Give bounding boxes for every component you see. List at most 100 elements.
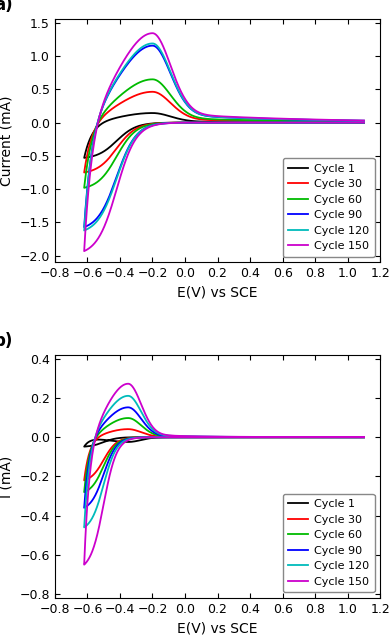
- Cycle 30: [150, 88, 155, 96]
- Line: Cycle 1: Cycle 1: [84, 113, 364, 158]
- Cycle 90: [361, 433, 366, 441]
- Cycle 90: [158, 433, 163, 441]
- Cycle 60: [294, 433, 299, 441]
- Cycle 30: [280, 433, 285, 441]
- Cycle 60: [127, 84, 132, 92]
- Cycle 1: [219, 118, 223, 126]
- Cycle 60: [361, 119, 366, 127]
- Cycle 120: [127, 392, 132, 400]
- Cycle 30: [361, 118, 366, 125]
- Cycle 150: [280, 119, 285, 127]
- Cycle 120: [88, 159, 93, 167]
- Cycle 60: [158, 433, 163, 441]
- Cycle 150: [88, 466, 93, 474]
- Cycle 90: [361, 117, 366, 125]
- Cycle 1: [361, 119, 366, 127]
- Cycle 120: [150, 40, 155, 48]
- Cycle 150: [294, 433, 299, 441]
- Line: Cycle 1: Cycle 1: [84, 437, 364, 447]
- Cycle 30: [219, 433, 223, 441]
- Cycle 90: [127, 58, 132, 66]
- Cycle 120: [280, 119, 285, 127]
- Cycle 120: [361, 433, 366, 441]
- Cycle 60: [361, 118, 366, 125]
- Cycle 90: [294, 433, 299, 441]
- Cycle 120: [88, 456, 93, 464]
- Cycle 90: [361, 433, 366, 441]
- Cycle 60: [127, 414, 132, 422]
- Line: Cycle 120: Cycle 120: [84, 44, 364, 230]
- Y-axis label: I (mA): I (mA): [0, 455, 14, 498]
- Cycle 90: [219, 113, 223, 121]
- Cycle 1: [294, 119, 299, 127]
- X-axis label: E(V) vs SCE: E(V) vs SCE: [177, 621, 258, 635]
- Cycle 90: [158, 120, 163, 127]
- Cycle 60: [280, 433, 285, 441]
- Cycle 90: [82, 223, 87, 231]
- Cycle 1: [88, 437, 93, 445]
- Cycle 60: [82, 488, 87, 496]
- Cycle 30: [82, 168, 87, 176]
- Cycle 60: [219, 116, 223, 123]
- Cycle 90: [361, 119, 366, 127]
- Cycle 120: [82, 226, 87, 234]
- Cycle 30: [361, 433, 366, 441]
- Cycle 30: [127, 425, 132, 433]
- Cycle 120: [361, 433, 366, 441]
- X-axis label: E(V) vs SCE: E(V) vs SCE: [177, 286, 258, 300]
- Cycle 90: [88, 158, 93, 165]
- Line: Cycle 60: Cycle 60: [84, 418, 364, 492]
- Cycle 120: [361, 119, 366, 127]
- Cycle 1: [82, 154, 87, 161]
- Cycle 30: [88, 446, 93, 454]
- Cycle 120: [294, 119, 299, 127]
- Cycle 1: [219, 433, 223, 441]
- Y-axis label: Current (mA): Current (mA): [0, 96, 14, 186]
- Cycle 150: [127, 380, 132, 388]
- Cycle 150: [150, 30, 155, 37]
- Line: Cycle 150: Cycle 150: [84, 33, 364, 251]
- Cycle 120: [127, 56, 132, 64]
- Cycle 1: [171, 433, 176, 441]
- Cycle 120: [158, 120, 163, 127]
- Cycle 150: [126, 380, 131, 388]
- Cycle 60: [361, 433, 366, 441]
- Cycle 1: [361, 118, 366, 126]
- Cycle 60: [219, 433, 223, 441]
- Cycle 90: [127, 404, 132, 412]
- Cycle 150: [361, 433, 366, 441]
- Cycle 120: [158, 433, 163, 441]
- Cycle 90: [294, 119, 299, 127]
- Cycle 60: [82, 184, 87, 192]
- Cycle 60: [294, 119, 299, 127]
- Cycle 60: [126, 414, 131, 422]
- Cycle 1: [158, 119, 163, 127]
- Cycle 60: [88, 144, 93, 152]
- Cycle 60: [158, 120, 163, 127]
- Cycle 150: [280, 433, 285, 441]
- Cycle 120: [219, 113, 223, 121]
- Cycle 90: [280, 119, 285, 127]
- Cycle 150: [361, 433, 366, 441]
- Cycle 60: [280, 119, 285, 127]
- Cycle 120: [82, 523, 87, 531]
- Cycle 1: [158, 433, 163, 441]
- Cycle 60: [361, 433, 366, 441]
- Line: Cycle 30: Cycle 30: [84, 429, 364, 480]
- Cycle 30: [158, 119, 163, 127]
- Cycle 90: [88, 451, 93, 459]
- Cycle 1: [127, 438, 132, 446]
- Cycle 120: [294, 433, 299, 441]
- Cycle 1: [361, 433, 366, 441]
- Cycle 150: [361, 116, 366, 124]
- Cycle 60: [88, 448, 93, 456]
- Line: Cycle 30: Cycle 30: [84, 92, 364, 172]
- Cycle 150: [158, 120, 163, 128]
- Cycle 30: [294, 119, 299, 127]
- Cycle 1: [88, 134, 93, 142]
- Cycle 120: [219, 433, 223, 440]
- Cycle 150: [294, 119, 299, 127]
- Cycle 90: [150, 42, 155, 50]
- Cycle 1: [361, 433, 366, 441]
- Text: a): a): [0, 0, 13, 14]
